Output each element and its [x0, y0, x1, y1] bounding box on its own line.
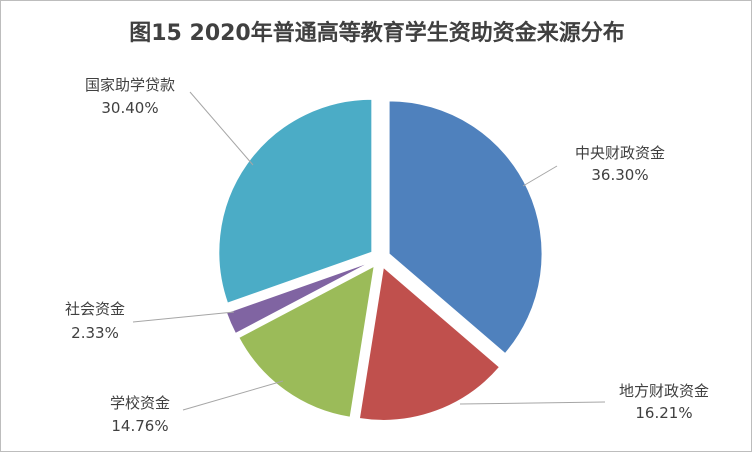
chart-title: 图15 2020年普通高等教育学生资助资金来源分布: [129, 21, 625, 46]
leader-line-local-fiscal: [459, 401, 606, 405]
leader-line-student-loans: [189, 91, 254, 166]
slice-value-label-social-funds: 2.33%: [71, 324, 119, 342]
slice-value-label-central-fiscal: 36.30%: [591, 166, 648, 184]
pie-slice-local-fiscal: [358, 266, 501, 421]
leader-line-school-funds: [182, 380, 284, 411]
slice-name-label-school-funds: 学校资金: [110, 394, 170, 412]
pie-slice-student-loans: [218, 98, 373, 304]
slice-value-label-local-fiscal: 16.21%: [635, 404, 692, 422]
slice-name-label-student-loans: 国家助学贷款: [85, 76, 175, 94]
pie-slice-school-funds: [238, 265, 375, 418]
pie-slice-central-fiscal: [388, 100, 543, 355]
slice-value-label-student-loans: 30.40%: [101, 99, 158, 117]
slice-name-label-local-fiscal: 地方财政资金: [619, 382, 709, 400]
slice-name-label-social-funds: 社会资金: [65, 300, 125, 318]
leader-line-central-fiscal: [522, 165, 558, 187]
slice-name-label-central-fiscal: 中央财政资金: [575, 144, 665, 162]
leader-line-social-funds: [132, 311, 235, 323]
slice-value-label-school-funds: 14.76%: [111, 417, 168, 435]
